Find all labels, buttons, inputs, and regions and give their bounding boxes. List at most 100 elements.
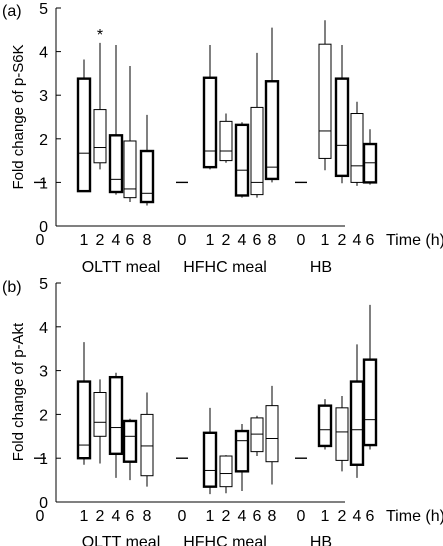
x-tick-label: 8 <box>143 232 152 249</box>
box-iqr <box>234 123 250 197</box>
box-iqr <box>335 407 349 461</box>
box-iqr <box>318 43 332 159</box>
x-tick-label: 8 <box>143 508 152 525</box>
box-hb-t6 <box>362 129 378 185</box>
box-iqr <box>108 375 124 456</box>
box-hfhc-meal-t6 <box>250 415 264 457</box>
x-tick-label: 6 <box>253 232 262 249</box>
box-oltt-meal-t6 <box>122 418 138 481</box>
x-tick-label: 4 <box>353 232 362 249</box>
x-tick-label: 2 <box>222 232 231 249</box>
box-oltt-meal-t4 <box>108 372 124 478</box>
box-iqr <box>349 380 365 466</box>
box-iqr <box>250 106 264 196</box>
group-label: HFHC meal <box>183 534 267 546</box>
panel-label: (b) <box>2 279 22 296</box>
box-hb-t4 <box>350 101 364 186</box>
box-iqr <box>108 134 124 194</box>
box-iqr <box>219 120 233 162</box>
box-hb-t1 <box>318 20 332 171</box>
x-tick-label: 0 <box>297 508 306 525</box>
x-tick-label: 2 <box>338 508 347 525</box>
box-iqr <box>250 417 264 453</box>
y-tick-label: 0 <box>39 219 48 236</box>
x-tick-label: 4 <box>112 508 121 525</box>
box-hb-t4 <box>349 344 365 478</box>
x-tick-label: 4 <box>353 508 362 525</box>
x-tick-label: 4 <box>238 232 247 249</box>
box-hfhc-meal-t1 <box>202 45 218 170</box>
box-oltt-meal-t8 <box>139 114 155 206</box>
box-oltt-meal-t4 <box>108 45 124 195</box>
y-tick-label: 2 <box>39 132 48 149</box>
box-hfhc-meal-t4 <box>234 424 250 492</box>
box-iqr <box>93 392 107 437</box>
box-oltt-meal-t2 <box>93 42 107 170</box>
box-hb-t2 <box>335 396 349 472</box>
box-iqr <box>219 455 233 488</box>
x-tick-label: 6 <box>366 508 375 525</box>
x-tick-label: 1 <box>321 232 330 249</box>
x-tick-label: 4 <box>238 508 247 525</box>
box-hb-t2 <box>334 45 350 184</box>
box-iqr <box>123 140 137 199</box>
x-tick-label: 8 <box>268 232 277 249</box>
box-iqr <box>76 77 92 193</box>
box-oltt-meal-t2 <box>93 379 107 464</box>
box-iqr <box>334 77 350 178</box>
panel-label: (a) <box>2 3 22 20</box>
group-label: OLTT meal <box>82 259 161 276</box>
x-tick-label: 0 <box>297 232 306 249</box>
x-tick-label: 0 <box>36 232 45 249</box>
box-oltt-meal-t8 <box>140 392 154 487</box>
y-tick-label: 2 <box>39 407 48 424</box>
box-hb-t6 <box>362 304 378 450</box>
box-iqr <box>264 80 280 181</box>
x-tick-label: 6 <box>366 232 375 249</box>
y-tick-label: 4 <box>39 45 48 62</box>
group-label: OLTT meal <box>82 534 161 546</box>
y-tick-label: 3 <box>39 88 48 105</box>
box-hfhc-meal-t1 <box>202 407 218 495</box>
x-tick-label: 0 <box>178 508 187 525</box>
box-hfhc-meal-t8 <box>265 385 279 485</box>
x-tick-label: 2 <box>222 508 231 525</box>
box-hfhc-meal-t2 <box>219 113 233 163</box>
group-label: HB <box>310 534 332 546</box>
y-axis-title: Fold change of p-Akt <box>10 322 27 461</box>
y-axis-title: Fold change of p-S6K <box>10 44 27 189</box>
x-tick-label: 4 <box>112 232 121 249</box>
box-iqr <box>140 413 154 477</box>
y-tick-label: 1 <box>39 451 48 468</box>
x-tick-label: 1 <box>80 232 89 249</box>
x-tick-label: 6 <box>126 232 135 249</box>
y-tick-label: 3 <box>39 364 48 381</box>
y-tick-label: 4 <box>39 320 48 337</box>
x-tick-label: 2 <box>338 232 347 249</box>
box-hfhc-meal-t6 <box>250 52 264 198</box>
box-iqr <box>350 113 364 183</box>
box-oltt-meal-t1 <box>76 342 92 465</box>
x-tick-label: 2 <box>96 232 105 249</box>
x-tick-label: 2 <box>96 508 105 525</box>
box-oltt-meal-t1 <box>76 59 92 193</box>
x-tick-label: 1 <box>206 508 215 525</box>
box-iqr <box>93 109 107 164</box>
box-iqr <box>76 380 92 460</box>
box-hfhc-meal-t4 <box>234 122 250 198</box>
box-iqr <box>317 404 333 448</box>
x-tick-label: 1 <box>321 508 330 525</box>
group-label: HB <box>310 259 332 276</box>
box-iqr <box>362 358 378 447</box>
box-iqr <box>122 419 138 463</box>
x-axis-title: Time (h) <box>386 232 443 249</box>
x-tick-label: 0 <box>178 232 187 249</box>
box-hfhc-meal-t2 <box>219 455 233 494</box>
y-tick-label: 0 <box>39 495 48 512</box>
box-iqr <box>202 76 218 169</box>
box-iqr <box>202 431 218 488</box>
box-iqr <box>139 149 155 204</box>
